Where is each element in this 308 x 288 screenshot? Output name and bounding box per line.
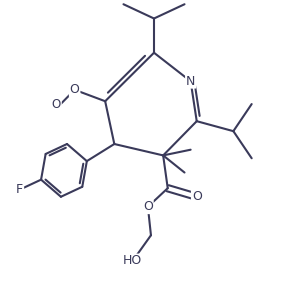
- Text: N: N: [186, 75, 195, 88]
- Text: O: O: [70, 83, 79, 96]
- Text: O: O: [192, 190, 202, 203]
- Text: O: O: [143, 200, 153, 213]
- Text: F: F: [16, 183, 23, 196]
- Text: O: O: [52, 98, 61, 111]
- Text: HO: HO: [123, 254, 142, 268]
